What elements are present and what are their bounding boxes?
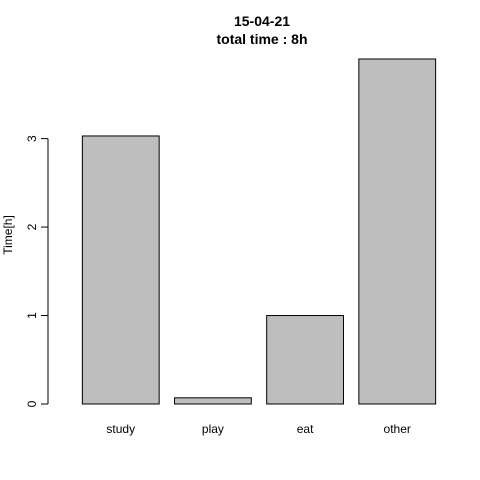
- x-tick-label-eat: eat: [297, 422, 314, 436]
- bar-other: [358, 58, 437, 405]
- x-tick-labels: study play eat other: [106, 422, 411, 436]
- x-tick-label-other: other: [384, 422, 411, 436]
- y-axis-label: Time[h]: [1, 215, 15, 255]
- chart-title-line1: 15-04-21: [234, 13, 290, 29]
- bar-eat: [266, 315, 344, 405]
- y-axis: 0 1 2 3: [25, 135, 49, 407]
- bars-group: [81, 58, 437, 405]
- y-tick-label: 0: [25, 400, 39, 407]
- bar-study: [81, 135, 160, 405]
- y-tick-label: 3: [25, 135, 39, 142]
- chart-title-line2: total time : 8h: [216, 31, 307, 47]
- y-tick-label: 1: [25, 312, 39, 319]
- bar-play: [174, 397, 252, 405]
- x-tick-label-play: play: [202, 422, 224, 436]
- y-tick-label: 2: [25, 223, 39, 230]
- x-tick-label-study: study: [106, 422, 135, 436]
